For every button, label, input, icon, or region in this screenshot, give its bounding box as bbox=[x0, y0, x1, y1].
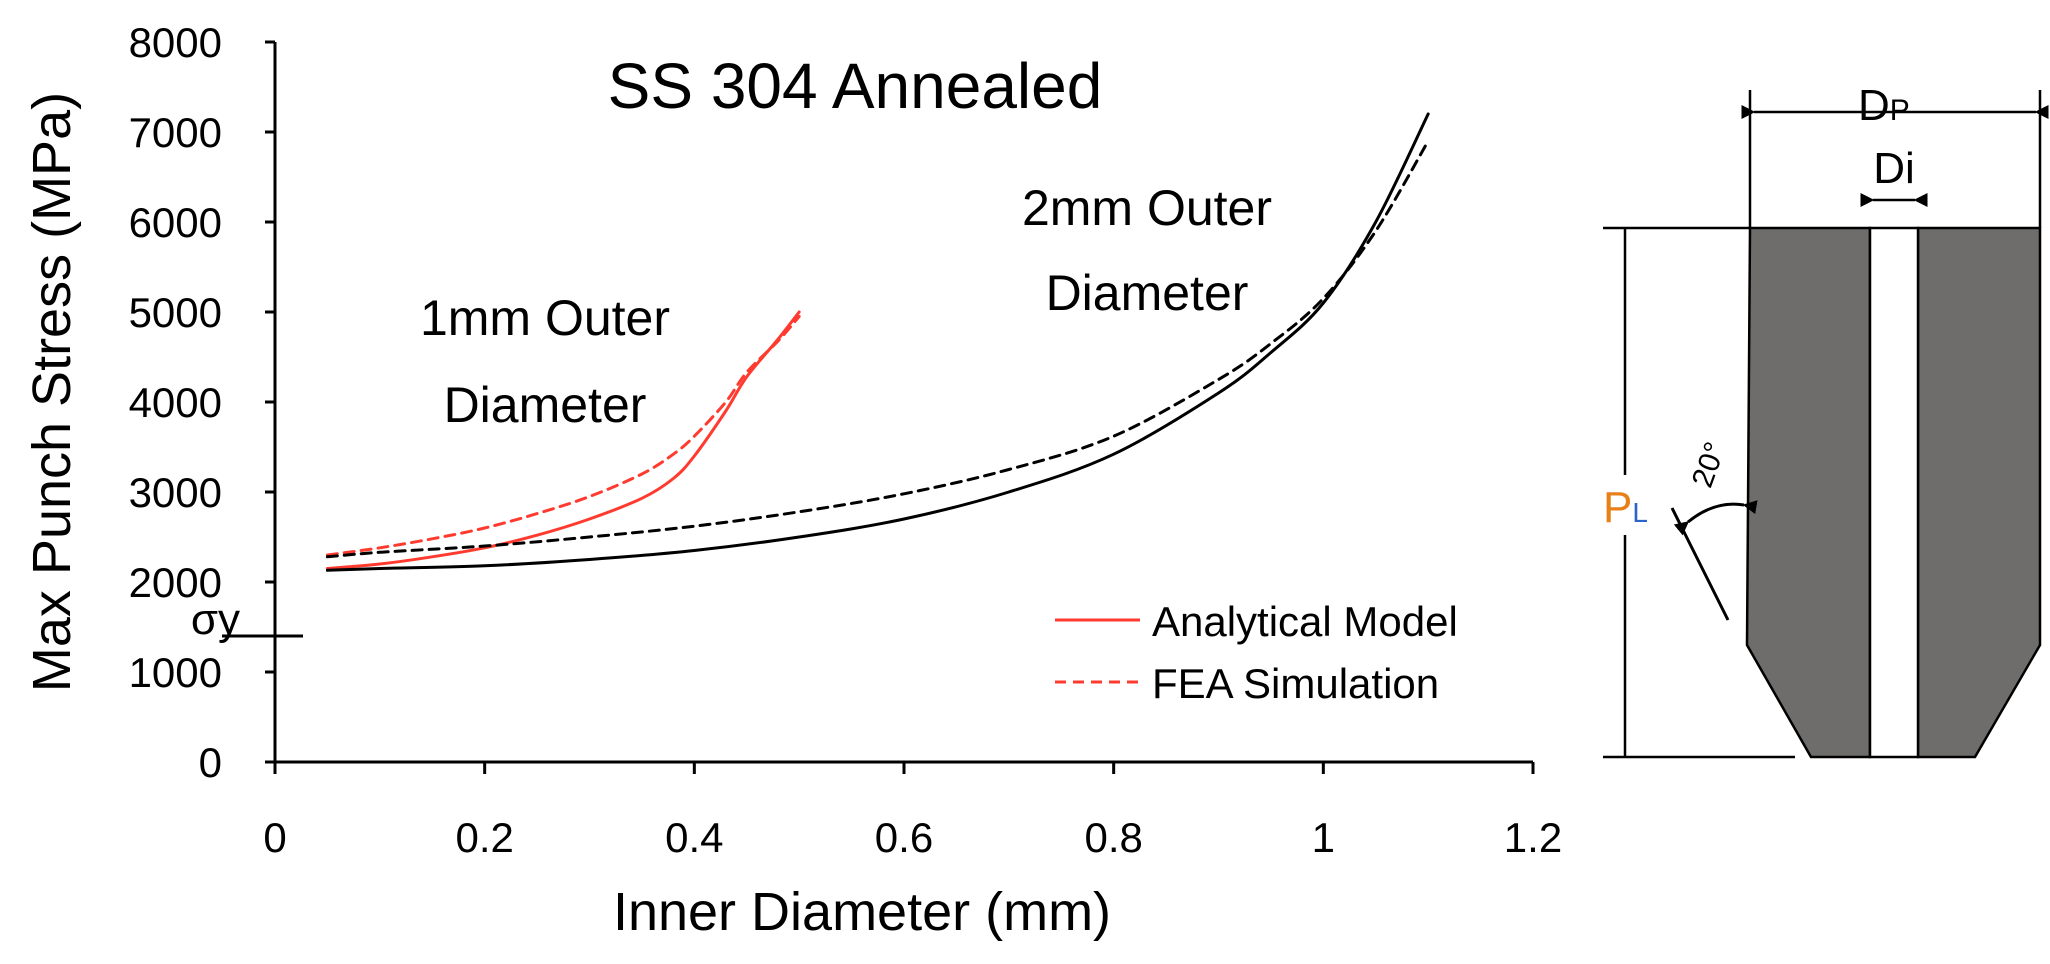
punch-body-right bbox=[1916, 226, 2042, 759]
series-layer bbox=[325, 112, 1430, 572]
y-tick-label: 1000 bbox=[129, 649, 222, 696]
y-tick-label: 2000 bbox=[129, 559, 222, 606]
dp-label: DP bbox=[1858, 81, 1910, 130]
group-label-1mm-line1: 1mm Outer bbox=[420, 290, 670, 346]
x-tick-label: 0.6 bbox=[875, 814, 933, 861]
y-tick-label: 3000 bbox=[129, 469, 222, 516]
pl-label: PL bbox=[1603, 483, 1648, 532]
group-label-2mm-line1: 2mm Outer bbox=[1022, 180, 1272, 236]
di-label: Di bbox=[1873, 144, 1915, 193]
series-line-group1-analytical bbox=[325, 112, 1430, 572]
y-tick-label: 8000 bbox=[129, 19, 222, 66]
legend-label-fea: FEA Simulation bbox=[1152, 660, 1439, 707]
x-tick-label: 0 bbox=[263, 814, 286, 861]
punch-body-left bbox=[1745, 226, 1872, 759]
legend: Analytical Model FEA Simulation bbox=[1055, 598, 1458, 707]
y-tick-label: 6000 bbox=[129, 199, 222, 246]
group-label-2mm-line2: Diameter bbox=[1046, 265, 1249, 321]
y-tick-label: 7000 bbox=[129, 109, 222, 156]
yield-label: σy bbox=[191, 595, 240, 644]
y-tick-label: 5000 bbox=[129, 289, 222, 336]
x-tick-label: 0.8 bbox=[1084, 814, 1142, 861]
pl-label-gap bbox=[1606, 475, 1646, 535]
x-tick-label: 0.4 bbox=[665, 814, 723, 861]
y-tick-label: 4000 bbox=[129, 379, 222, 426]
angle-reference-line bbox=[1670, 507, 1730, 621]
angle-arc-arrow bbox=[1673, 500, 1758, 536]
chart-area: 0 0.2 0.4 0.6 0.8 1 1.2 0 1000 2000 3000 4000 5000 6… bbox=[22, 19, 1562, 942]
series-line-group1-fea bbox=[325, 139, 1430, 559]
legend-label-analytical: Analytical Model bbox=[1152, 598, 1458, 645]
angle-label: 20° bbox=[1686, 438, 1733, 492]
chart-title: SS 304 Annealed bbox=[608, 50, 1103, 122]
punch-bore bbox=[1868, 226, 1920, 759]
series-line-group0-fea bbox=[325, 315, 801, 557]
y-tick-label: 0 bbox=[199, 739, 222, 786]
series-line-group0-analytical bbox=[325, 310, 801, 570]
x-tick-label: 0.2 bbox=[455, 814, 513, 861]
x-tick-label: 1.2 bbox=[1504, 814, 1562, 861]
x-axis-label: Inner Diameter (mm) bbox=[613, 882, 1111, 942]
group-label-1mm-line2: Diameter bbox=[444, 377, 647, 433]
y-axis-label: Max Punch Stress (MPa) bbox=[22, 92, 82, 692]
y-ticks: 0 1000 2000 3000 4000 5000 6000 7000 8000 bbox=[129, 19, 275, 786]
x-ticks: 0 0.2 0.4 0.6 0.8 1 1.2 bbox=[263, 762, 1562, 861]
punch-diagram: DP Di PL 20° bbox=[1603, 81, 2049, 759]
x-tick-label: 1 bbox=[1312, 814, 1335, 861]
